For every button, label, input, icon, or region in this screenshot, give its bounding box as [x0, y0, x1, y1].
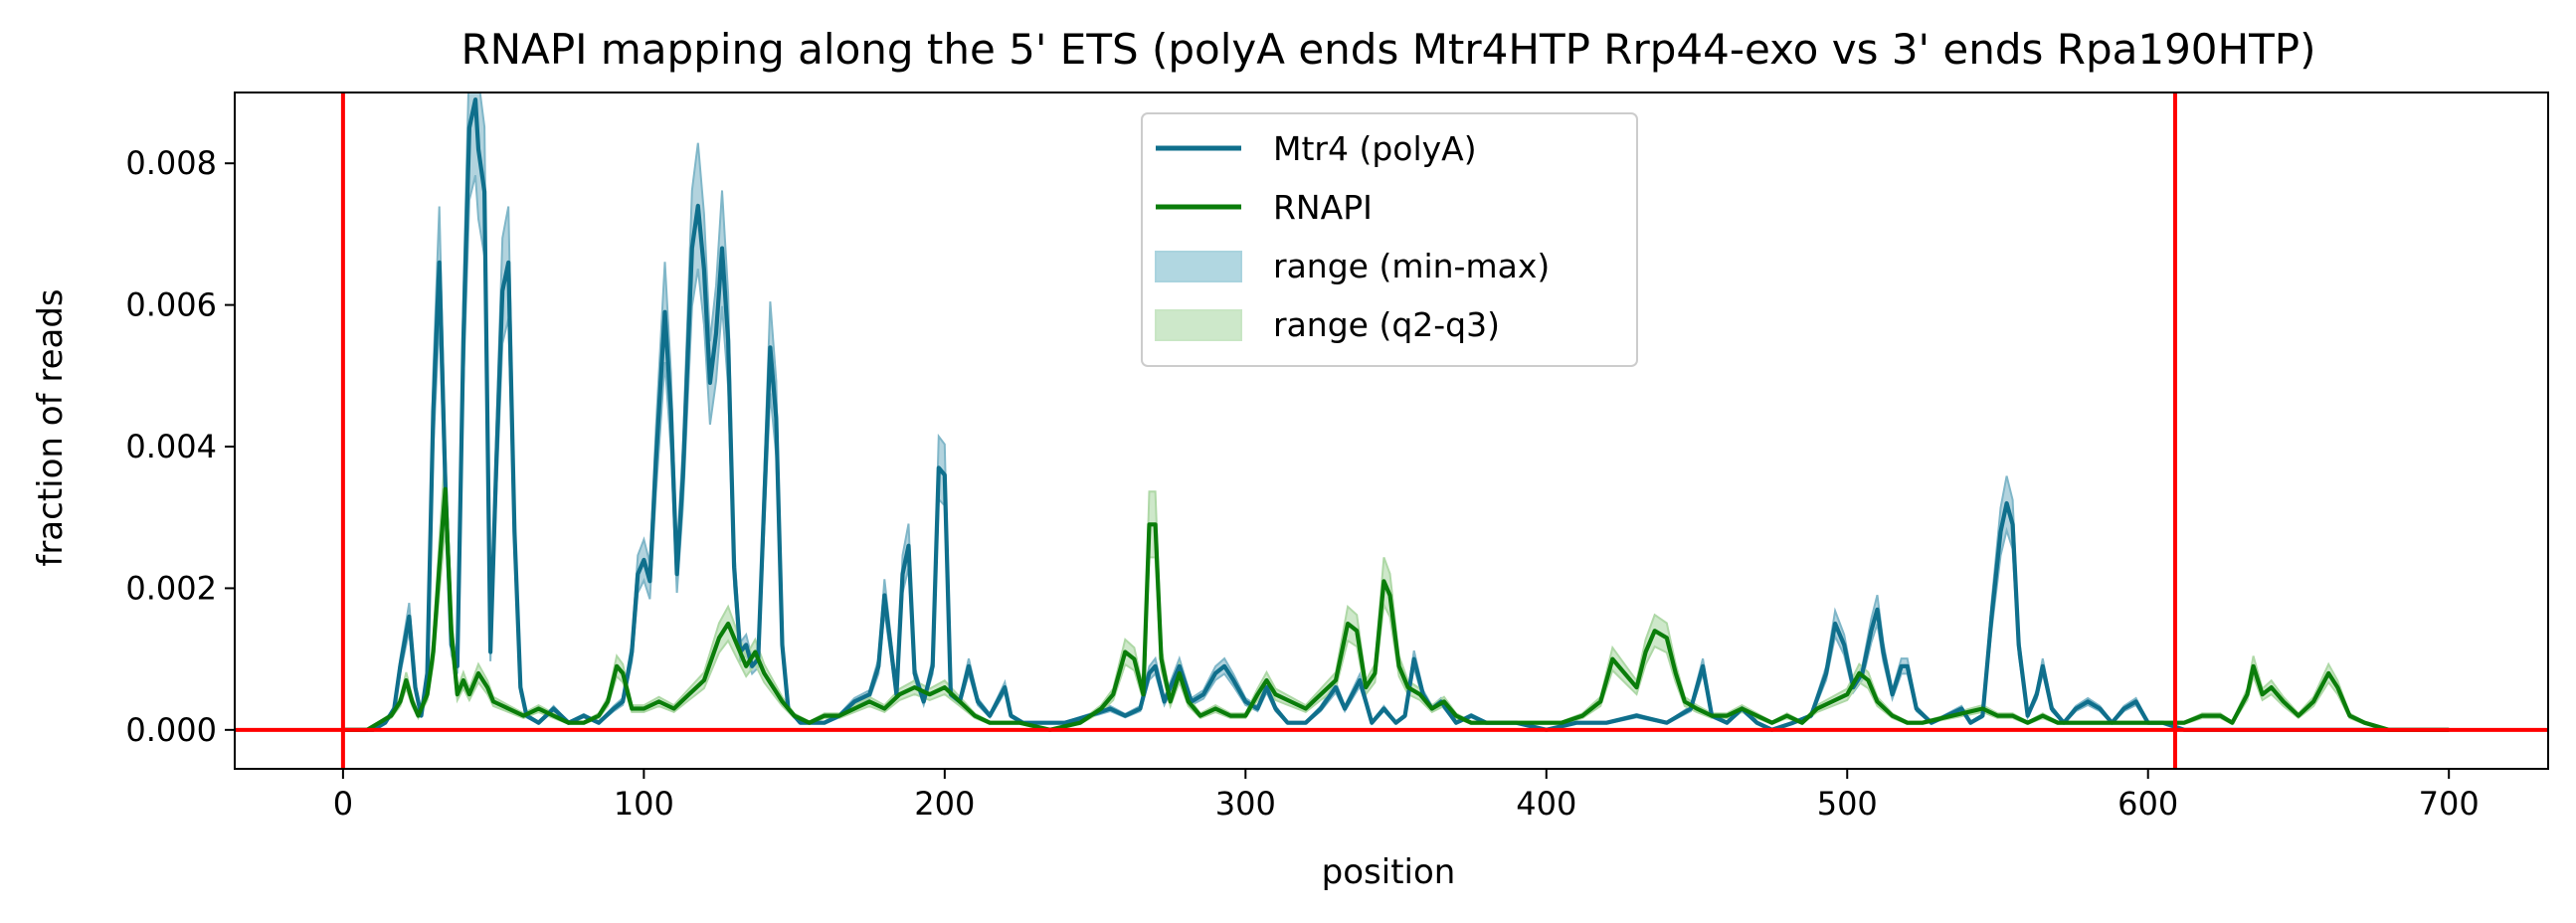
x-tick-label: 200: [914, 785, 975, 823]
legend-label: RNAPI: [1273, 188, 1373, 227]
y-tick-label: 0.006: [125, 286, 217, 324]
chart-title: RNAPI mapping along the 5' ETS (polyA en…: [461, 25, 2316, 74]
x-tick-label: 0: [333, 785, 353, 823]
legend-box: [1141, 112, 1638, 367]
x-tick-label: 600: [2117, 785, 2178, 823]
x-tick-label: 700: [2419, 785, 2480, 823]
legend-swatch-patch: [1155, 251, 1242, 282]
legend-label: range (q2-q3): [1273, 305, 1500, 344]
axes-frame: [234, 92, 2549, 770]
y-tick-label: 0.008: [125, 144, 217, 182]
plot-data-layer: [342, 92, 2450, 732]
legend-label: range (min-max): [1273, 247, 1550, 285]
legend: Mtr4 (polyA) RNAPI range (min-max) range (q…: [1141, 112, 1638, 367]
x-tick-label: 100: [614, 785, 674, 823]
plot-area: 0 100 200 300 400 500 600 700 0.000 0.002 0.004 0.0…: [125, 92, 2549, 823]
y-axis-label: fraction of reads: [31, 288, 71, 566]
legend-swatch-patch: [1155, 309, 1242, 341]
x-tick-label: 300: [1215, 785, 1276, 823]
series-band-1: [342, 450, 2450, 731]
x-axis-label: position: [1322, 852, 1456, 892]
x-tick-label: 400: [1516, 785, 1576, 823]
y-tick-label: 0.000: [125, 711, 217, 749]
y-tick-label: 0.004: [125, 428, 217, 465]
x-tick-label: 500: [1817, 785, 1878, 823]
y-tick-label: 0.002: [125, 569, 217, 607]
legend-label: Mtr4 (polyA): [1273, 129, 1477, 168]
series-line-1: [342, 486, 2450, 732]
